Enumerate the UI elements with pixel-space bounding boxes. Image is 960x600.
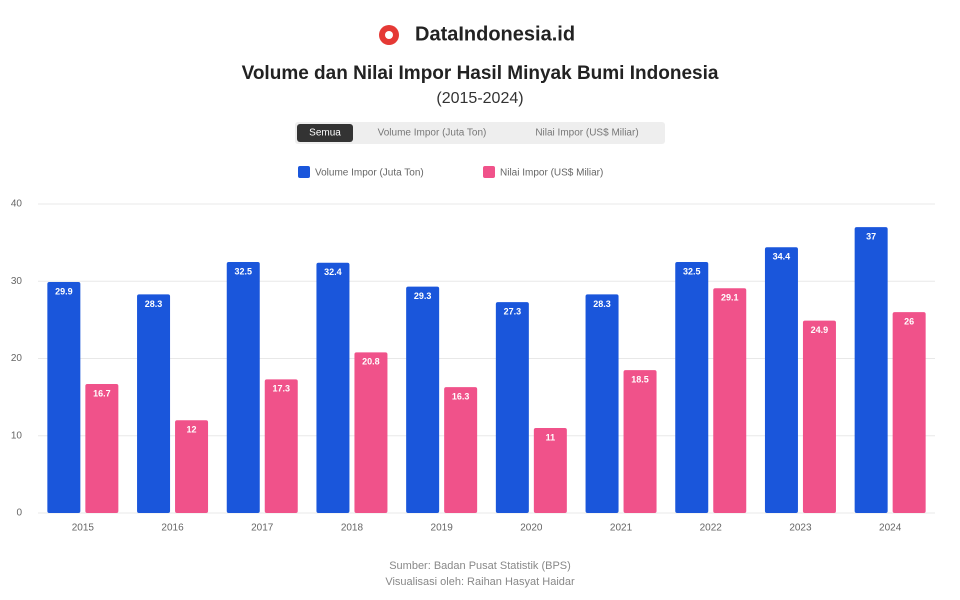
- bar: [802, 320, 836, 513]
- data-label: 29.3: [414, 291, 432, 301]
- credit: Visualisasi oleh: Raihan Hasyat Haidar: [385, 576, 575, 588]
- legend-swatch: [483, 166, 495, 178]
- bar: [533, 428, 567, 513]
- x-tick-label: 2024: [879, 523, 902, 534]
- toggle-button[interactable]: Volume Impor (Juta Ton): [378, 128, 487, 139]
- y-tick-label: 20: [11, 353, 23, 364]
- legend-label: Volume Impor (Juta Ton): [315, 168, 424, 179]
- x-tick-label: 2020: [520, 523, 543, 534]
- bar: [137, 294, 171, 513]
- data-label: 16.7: [93, 388, 111, 398]
- legend-label: Nilai Impor (US$ Miliar): [500, 168, 603, 179]
- toggle-group: [295, 122, 665, 144]
- x-tick-label: 2022: [700, 523, 723, 534]
- y-tick-label: 30: [11, 276, 23, 287]
- x-tick-label: 2016: [161, 523, 184, 534]
- data-label: 32.5: [683, 266, 701, 276]
- data-label: 29.9: [55, 286, 73, 296]
- bar: [713, 288, 747, 513]
- data-label: 18.5: [631, 374, 649, 384]
- y-tick-label: 40: [11, 199, 23, 210]
- bar: [175, 420, 209, 513]
- data-label: 26: [904, 317, 914, 327]
- toggle-button[interactable]: Semua: [309, 128, 341, 139]
- bar: [85, 383, 119, 513]
- source: Sumber: Badan Pusat Statistik (BPS): [389, 560, 571, 572]
- brand: DataIndonesia.id: [415, 23, 575, 45]
- data-label: 16.3: [452, 391, 470, 401]
- bar: [854, 227, 888, 514]
- data-label: 24.9: [811, 325, 829, 335]
- bar: [623, 370, 657, 513]
- data-label: 32.4: [324, 267, 342, 277]
- bar: [47, 282, 81, 513]
- y-tick-label: 10: [11, 430, 23, 441]
- bar: [406, 286, 440, 513]
- bar: [675, 261, 709, 513]
- y-tick-label: 0: [16, 508, 22, 519]
- x-tick-label: 2023: [789, 523, 812, 534]
- logo-dot: [385, 31, 393, 39]
- data-label: 17.3: [272, 384, 290, 394]
- data-label: 34.4: [773, 252, 791, 262]
- data-label: 28.3: [145, 299, 163, 309]
- legend-swatch: [298, 166, 310, 178]
- toggle-button[interactable]: Nilai Impor (US$ Miliar): [535, 128, 638, 139]
- data-label: 28.3: [593, 299, 611, 309]
- bar: [354, 352, 388, 513]
- data-label: 32.5: [234, 266, 252, 276]
- bar: [226, 261, 260, 513]
- bar: [892, 312, 926, 513]
- toggle-active: [297, 124, 353, 142]
- x-tick-label: 2017: [251, 523, 274, 534]
- x-tick-label: 2018: [341, 523, 364, 534]
- bar: [764, 247, 798, 513]
- bar: [316, 262, 350, 513]
- bar: [444, 387, 478, 513]
- data-label: 20.8: [362, 357, 380, 367]
- x-tick-label: 2021: [610, 523, 633, 534]
- x-tick-label: 2015: [72, 523, 95, 534]
- bar: [495, 302, 529, 513]
- data-label: 37: [866, 232, 876, 242]
- x-tick-label: 2019: [431, 523, 454, 534]
- data-label: 12: [187, 425, 197, 435]
- bar: [264, 379, 298, 513]
- chart-title: Volume dan Nilai Impor Hasil Minyak Bumi…: [242, 63, 719, 84]
- data-label: 11: [546, 432, 556, 442]
- chart-subtitle: (2015-2024): [436, 90, 523, 107]
- data-label: 27.3: [504, 306, 522, 316]
- bar: [585, 294, 619, 513]
- data-label: 29.1: [721, 293, 739, 303]
